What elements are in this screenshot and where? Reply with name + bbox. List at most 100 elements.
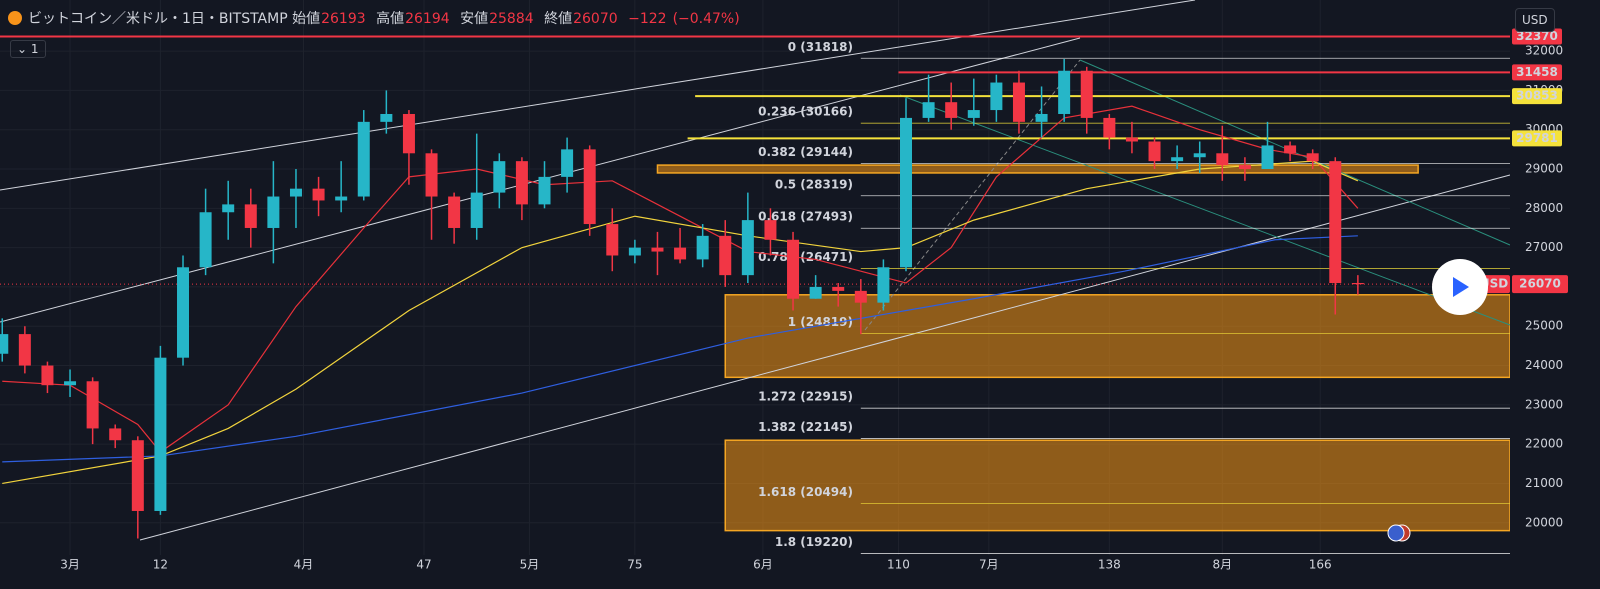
- y-tick-label: 22000: [1525, 437, 1563, 451]
- candle-body: [199, 212, 212, 268]
- candle-body: [628, 247, 641, 256]
- candle-body: [1080, 70, 1093, 118]
- candle-body: [1329, 161, 1342, 284]
- candle-body: [967, 110, 980, 118]
- candle-body: [1171, 157, 1184, 162]
- candle-body: [1125, 137, 1138, 142]
- y-tick-label: 21000: [1525, 476, 1563, 490]
- indicator-count: 1: [30, 42, 39, 56]
- fib-label: 0.382 (29144): [758, 145, 853, 159]
- price-tag-label: 30853: [1516, 89, 1558, 103]
- current-price-label: 26070: [1519, 277, 1561, 291]
- y-tick-label: 20000: [1525, 515, 1563, 529]
- candle-body: [696, 235, 709, 260]
- candle-body: [177, 267, 190, 358]
- candle-body: [402, 113, 415, 154]
- candle-body: [900, 117, 912, 268]
- y-tick-label: 24000: [1525, 358, 1563, 372]
- fib-label: 0.618 (27493): [758, 210, 853, 224]
- y-tick-label: 28000: [1525, 201, 1563, 215]
- candle-body: [154, 357, 167, 511]
- candle-body: [1012, 82, 1025, 122]
- x-tick-label: 138: [1098, 558, 1121, 572]
- y-tick-label: 29000: [1525, 162, 1563, 176]
- candle-body: [222, 204, 235, 213]
- candle-body: [922, 102, 935, 118]
- close-value: 26070: [573, 11, 618, 27]
- candle-body: [538, 176, 551, 205]
- y-tick-label: 23000: [1525, 397, 1563, 411]
- change-value: −122: [628, 11, 667, 27]
- candle-body: [945, 102, 958, 118]
- candle-body: [741, 220, 754, 276]
- x-tick-label: 8月: [1212, 558, 1232, 572]
- close-label: 終値: [544, 11, 573, 27]
- candle-body: [18, 334, 31, 366]
- x-tick-label: 12: [153, 558, 168, 572]
- fib-label: 1 (24819): [788, 315, 853, 329]
- candle-body: [289, 188, 302, 197]
- candle-body: [787, 239, 800, 299]
- candle-body: [357, 121, 370, 197]
- candle-body: [561, 149, 574, 177]
- fib-label: 0.236 (30166): [758, 105, 853, 119]
- candle-body: [1284, 145, 1297, 154]
- moving-average: [2, 105, 1359, 453]
- event-flag: [1387, 524, 1405, 542]
- open-value: 26193: [321, 11, 366, 27]
- y-tick-label: 25000: [1525, 319, 1563, 333]
- legend-header: ビットコイン／米ドル・1日・BITSTAMP 始値26193 高値26194 安…: [8, 8, 746, 28]
- candle-body: [109, 428, 122, 441]
- candle-body: [0, 334, 9, 354]
- symbol[interactable]: ビットコイン／米ドル・1日・BITSTAMP: [28, 11, 288, 27]
- candle-body: [583, 149, 596, 225]
- coin-icon: [8, 11, 22, 25]
- candle-body: [651, 247, 664, 252]
- trend-line: [139, 174, 1511, 541]
- x-tick-label: 47: [416, 558, 431, 572]
- price-tag: [1512, 64, 1562, 81]
- candle-body: [1216, 153, 1229, 166]
- price-tag-label: 32370: [1516, 29, 1558, 43]
- candle-body: [64, 381, 77, 386]
- fib-label: 1.618 (20494): [758, 485, 853, 499]
- fib-label: 1.272 (22915): [758, 390, 853, 404]
- candle-body: [131, 440, 144, 511]
- candle-body: [41, 365, 54, 386]
- moving-average: [2, 235, 1358, 463]
- candle-body: [312, 188, 325, 201]
- currency-button[interactable]: USD: [1515, 8, 1555, 32]
- candle-body: [1035, 113, 1048, 122]
- candle-body: [515, 161, 528, 205]
- price-zone: [656, 164, 1419, 174]
- price-tag-label: 29781: [1516, 131, 1558, 145]
- indicator-toggle[interactable]: ⌄ 1: [10, 40, 46, 58]
- candle-body: [1261, 145, 1274, 170]
- candle-body: [809, 286, 822, 299]
- fib-label: 1.382 (22145): [758, 420, 853, 434]
- candle-body: [425, 153, 438, 197]
- price-tag-label: 31458: [1516, 65, 1558, 79]
- candle-body: [990, 82, 1003, 111]
- price-zone: [724, 294, 1511, 379]
- candle-body: [267, 196, 280, 228]
- trend-line: [0, 0, 1196, 191]
- x-tick-label: 7月: [979, 558, 999, 572]
- y-tick-label: 32000: [1525, 44, 1563, 58]
- x-tick-label: 4月: [294, 558, 314, 572]
- candle-body: [1148, 141, 1161, 162]
- x-tick-label: 5月: [520, 558, 540, 572]
- y-tick-label: 27000: [1525, 240, 1563, 254]
- candle-body: [86, 381, 99, 429]
- x-tick-label: 6月: [753, 558, 773, 572]
- open-label: 始値: [292, 11, 321, 27]
- candle-body: [380, 113, 393, 122]
- fib-label: 0 (31818): [788, 40, 853, 54]
- price-tag: [1512, 28, 1562, 45]
- price-zone: [724, 439, 1511, 532]
- candle-body: [606, 224, 619, 256]
- candle-body: [1193, 153, 1206, 158]
- candle-body: [1351, 283, 1364, 285]
